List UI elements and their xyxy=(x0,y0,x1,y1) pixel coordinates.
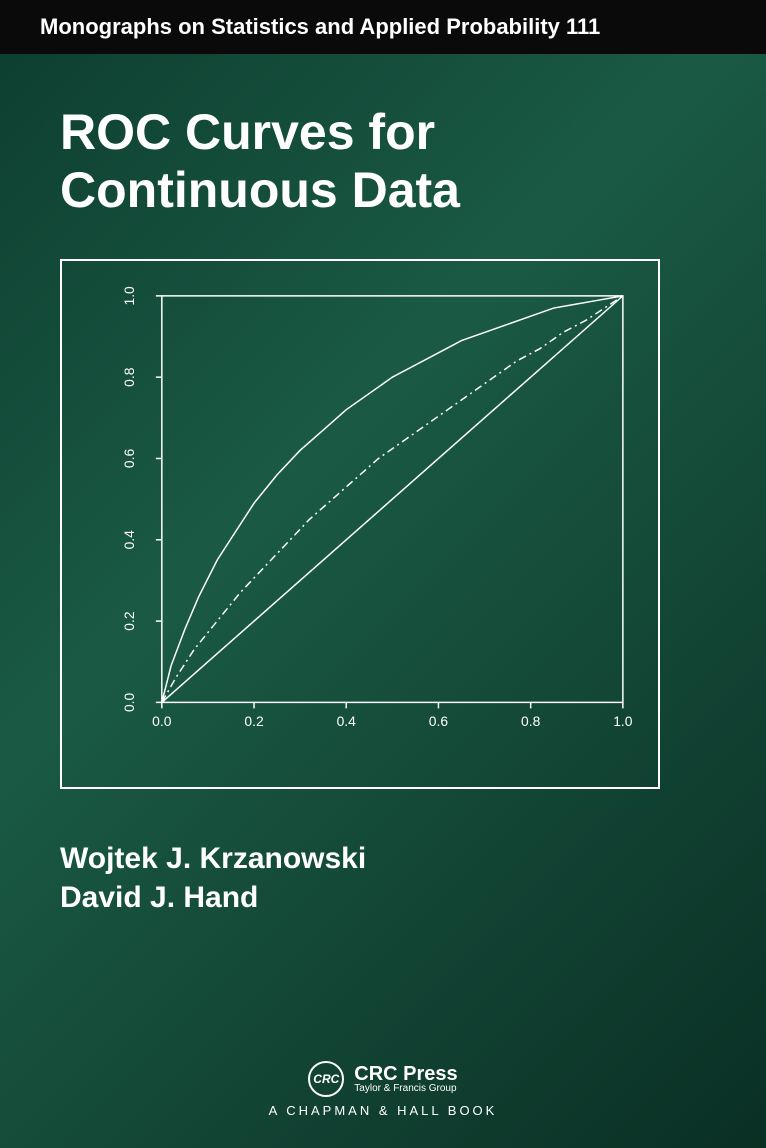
imprint-text: A CHAPMAN & HALL BOOK xyxy=(0,1103,766,1118)
svg-text:0.4: 0.4 xyxy=(337,713,357,729)
svg-text:0.0: 0.0 xyxy=(152,713,172,729)
title-line-2: Continuous Data xyxy=(60,162,706,220)
svg-text:0.2: 0.2 xyxy=(244,713,264,729)
publisher-tagline: Taylor & Francis Group xyxy=(354,1084,457,1094)
chart-plot-area: 0.0 0.2 0.4 0.6 0.8 1.0 0.0 0.2 0.4 0.6 0.8 1.0 xyxy=(112,281,638,747)
svg-text:1.0: 1.0 xyxy=(613,713,633,729)
svg-text:0.0: 0.0 xyxy=(121,692,137,712)
author-2: David J. Hand xyxy=(60,878,706,917)
svg-text:0.6: 0.6 xyxy=(429,713,449,729)
svg-text:1.0: 1.0 xyxy=(121,286,137,306)
publisher-logo: CRC CRC Press Taylor & Francis Group xyxy=(0,1061,766,1097)
title-block: ROC Curves for Continuous Data xyxy=(0,54,766,249)
publisher-text: CRC Press Taylor & Francis Group xyxy=(354,1064,457,1094)
series-text: Monographs on Statistics and Applied Pro… xyxy=(40,14,600,40)
title-line-1: ROC Curves for xyxy=(60,104,706,162)
svg-text:0.4: 0.4 xyxy=(121,530,137,550)
publisher-block: CRC CRC Press Taylor & Francis Group A C… xyxy=(0,1061,766,1118)
svg-text:0.8: 0.8 xyxy=(521,713,541,729)
authors-block: Wojtek J. Krzanowski David J. Hand xyxy=(0,789,766,917)
crc-logo-text: CRC xyxy=(313,1072,339,1086)
roc-chart: 0.0 0.2 0.4 0.6 0.8 1.0 0.0 0.2 0.4 0.6 0.8 1.0 xyxy=(60,259,660,789)
series-bar: Monographs on Statistics and Applied Pro… xyxy=(0,0,766,54)
publisher-name: CRC Press xyxy=(354,1064,457,1084)
author-1: Wojtek J. Krzanowski xyxy=(60,839,706,878)
crc-logo-icon: CRC xyxy=(308,1061,344,1097)
svg-text:0.6: 0.6 xyxy=(121,449,137,469)
chart-svg: 0.0 0.2 0.4 0.6 0.8 1.0 0.0 0.2 0.4 0.6 0.8 1.0 xyxy=(112,281,638,747)
svg-text:0.2: 0.2 xyxy=(121,611,137,631)
svg-text:0.8: 0.8 xyxy=(121,367,137,387)
